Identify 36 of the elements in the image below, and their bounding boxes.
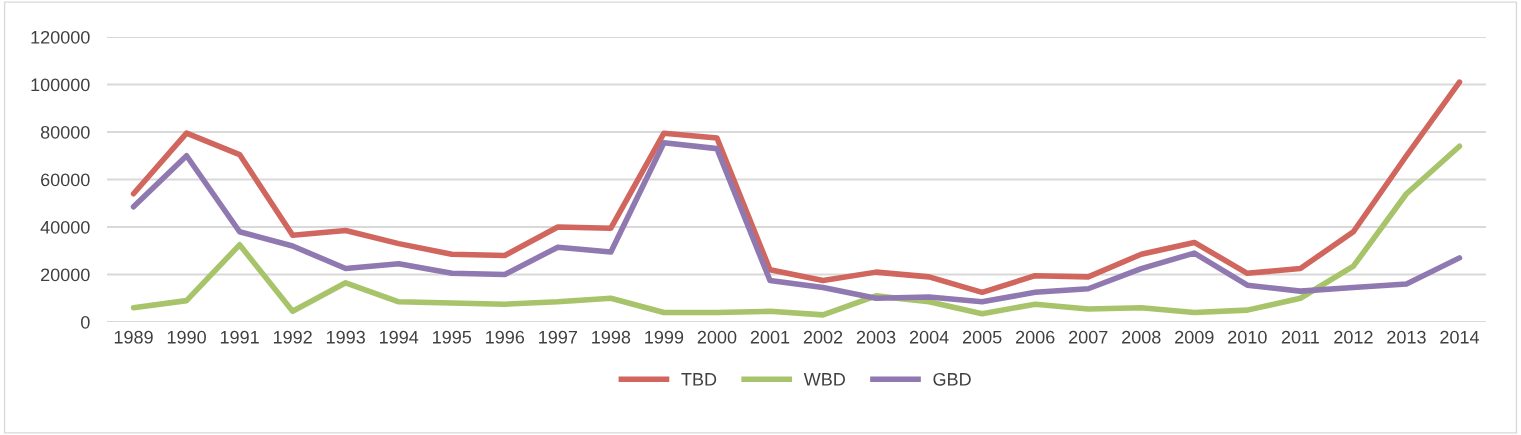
x-tick-label: 2000 [697,330,737,344]
x-tick-label: 2014 [1440,330,1480,344]
x-tick-label: 2012 [1334,330,1373,344]
y-tick-label: 100000 [31,78,90,92]
x-tick-label: 1997 [539,330,578,344]
y-tick-label: 40000 [40,220,90,234]
x-tick-label: 1992 [273,330,312,344]
y-tick-label: 120000 [31,30,90,44]
x-tick-label: 1998 [592,330,631,344]
x-tick-label: 2005 [962,330,1002,344]
x-tick-label: 1999 [645,330,684,344]
legend-label: WBD [803,373,845,386]
x-tick-label: 2002 [803,330,843,344]
x-tick-label: 1993 [326,330,365,344]
x-tick-label: 2004 [909,330,949,344]
y-tick-label: 60000 [41,173,90,187]
x-tick-label: 2013 [1387,330,1426,344]
y-tick-label: 20000 [41,268,90,282]
x-tick-label: 1991 [220,330,259,344]
x-tick-label: 2011 [1281,330,1319,344]
x-tick-label: 2007 [1069,330,1108,344]
y-tick-label: 0 [81,315,90,329]
x-tick-label: 1990 [167,330,206,344]
x-tick-label: 2001 [750,330,790,344]
x-tick-label: 1995 [433,330,472,344]
x-tick-label: 2010 [1228,330,1267,344]
x-tick-label: 1996 [486,330,525,344]
x-tick-label: 1994 [380,330,419,344]
x-tick-label: 1989 [114,330,153,344]
x-tick-label: 2009 [1175,330,1214,344]
x-tick-label: 2008 [1122,330,1161,344]
x-tick-label: 2003 [856,330,896,344]
legend-label: GBD [933,372,971,386]
legend-label: TBD [681,373,717,386]
x-tick-label: 2006 [1016,330,1055,344]
y-tick-label: 80000 [40,125,90,139]
